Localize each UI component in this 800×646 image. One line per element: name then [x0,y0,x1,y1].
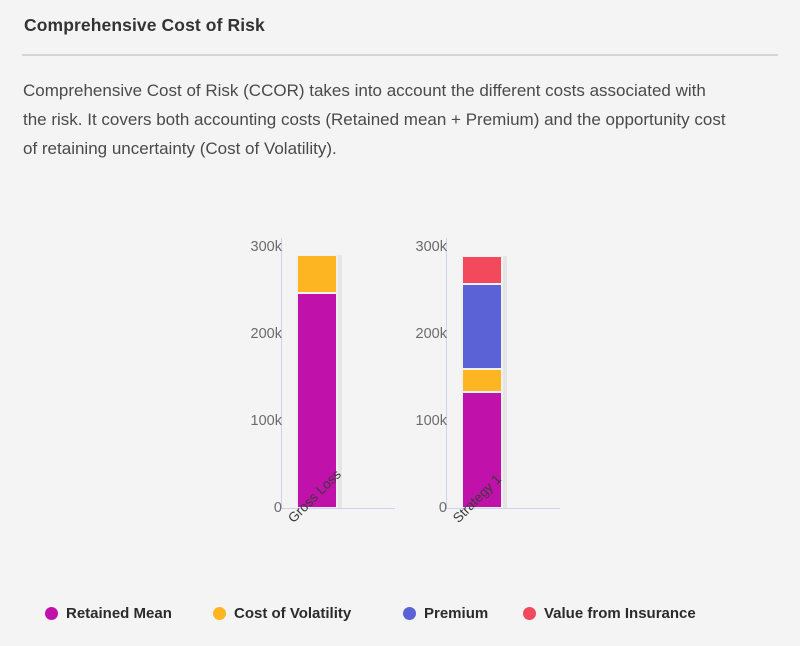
bar-stack[interactable] [296,254,338,508]
bar-segment[interactable] [461,284,503,369]
y-axis-tick-label: 100k [415,412,447,429]
bar-stack[interactable] [461,256,503,508]
bar-segment[interactable] [461,256,503,285]
y-axis-line [446,238,447,508]
y-axis-tick-label: 300k [250,238,282,255]
legend-item-label: Premium [424,605,489,622]
legend-item-label: Value from Insurance [544,605,696,622]
legend-item[interactable]: Cost of Volatility [213,605,351,622]
y-axis-tick-label: 100k [250,412,282,429]
x-axis-line [446,508,560,509]
legend-item-label: Cost of Volatility [234,605,352,622]
legend-item-label: Retained Mean [66,605,172,622]
header-divider [22,54,778,56]
y-axis-tick-label: 300k [415,238,447,255]
chart-panel: 300k 200k 100k 0 Gross Loss [230,215,410,595]
legend-item[interactable]: Value from Insurance [523,605,696,622]
bar-segment[interactable] [296,254,338,293]
bar-segment[interactable] [296,292,338,508]
legend-item[interactable]: Retained Mean [45,605,172,622]
y-axis-tick-label: 0 [273,500,282,516]
bar-segment[interactable] [461,392,503,508]
bar-segment[interactable] [461,368,503,393]
legend-color-dot-icon [213,607,226,620]
legend-color-dot-icon [45,607,58,620]
ccor-stacked-bar-chart: 300k 200k 100k 0 Gross Loss 300k 200k 100k 0 Stra… [0,215,800,595]
page-title: Comprehensive Cost of Risk [24,15,265,35]
chart-legend: Retained Mean Cost of Volatility Premium Va… [0,605,800,635]
legend-item[interactable]: Premium [403,605,488,622]
y-axis-tick-label: 200k [415,325,447,342]
chart-panel: 300k 200k 100k 0 Strategy 1 [395,215,575,595]
legend-color-dot-icon [523,607,536,620]
legend-color-dot-icon [403,607,416,620]
description-text: Comprehensive Cost of Risk (CCOR) takes … [23,81,726,158]
y-axis-tick-label: 200k [250,325,282,342]
y-axis-line [281,238,282,508]
x-axis-line [281,508,395,509]
y-axis-tick-label: 0 [438,500,447,516]
